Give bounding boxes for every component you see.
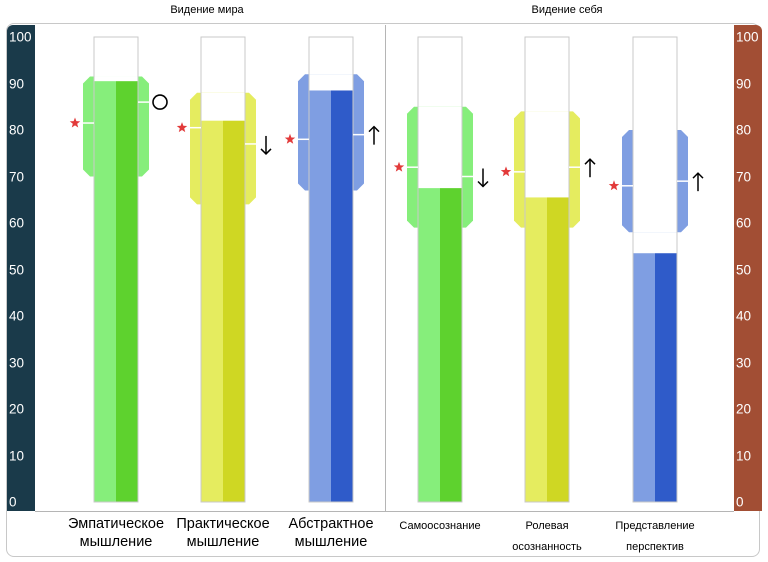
- y-tick-right-30: 30: [736, 355, 752, 370]
- bar-fill-light: [201, 120, 223, 502]
- bar-fill-dark: [547, 197, 569, 503]
- bar-fill-dark: [116, 81, 138, 503]
- y-tick-right-20: 20: [736, 401, 752, 417]
- y-axis-right: 0 10 20 30 40 50 60 70 80 90 100: [734, 25, 762, 511]
- bar-outline: [93, 36, 139, 503]
- y-tick-left-100: 100: [9, 29, 32, 45]
- bar-fill-light: [418, 188, 440, 502]
- score-star: [69, 117, 81, 128]
- y-axis-left: 0 10 20 30 40 50 60 70 80 90 100: [7, 25, 35, 511]
- y-tick-right-60: 60: [736, 215, 752, 231]
- bar-fill-light: [309, 90, 331, 502]
- category-label-practical: Практическое мышление: [176, 515, 269, 551]
- category-label-line: Эмпатическое: [67, 516, 165, 532]
- y-tick-left-70: 70: [9, 169, 25, 184]
- category-label-self-awareness: Самоосознание: [399, 516, 480, 537]
- bar-fill-light: [525, 197, 547, 503]
- score-star: [500, 166, 512, 177]
- trend-up-arrowhead: [584, 158, 596, 165]
- category-label-abstract: Абстрактное мышление: [288, 515, 373, 551]
- category-label-line: перспектив: [626, 541, 684, 553]
- trend-down-arrowhead: [260, 148, 272, 156]
- score-star: [608, 180, 620, 191]
- y-tick-left-40: 40: [9, 308, 25, 324]
- bar-fill-light: [633, 253, 655, 502]
- y-tick-left-90: 90: [9, 76, 25, 91]
- bar-outline: [524, 36, 570, 503]
- bar-fill-light: [94, 81, 116, 503]
- y-tick-right-100: 100: [736, 29, 759, 45]
- score-star: [393, 161, 405, 172]
- score-star: [284, 133, 296, 144]
- y-tick-left-80: 80: [9, 122, 25, 138]
- category-label-line: Ролевая: [525, 520, 569, 532]
- trend-circle-icon: [152, 94, 168, 110]
- score-star: [176, 122, 188, 133]
- bar-outline: [308, 36, 354, 503]
- bar-outline: [200, 36, 246, 503]
- category-label-line: Практическое: [176, 516, 270, 532]
- bar-outline: [417, 36, 463, 503]
- y-tick-right-0: 0: [736, 494, 744, 510]
- y-tick-right-70: 70: [736, 169, 752, 184]
- y-tick-right-80: 80: [736, 122, 752, 138]
- group-title-world: Видение мира: [170, 4, 244, 16]
- category-label-line: Представление: [615, 520, 695, 532]
- y-tick-left-30: 30: [9, 355, 25, 370]
- y-tick-right-10: 10: [736, 448, 752, 463]
- category-label-line: Абстрактное: [288, 516, 374, 532]
- category-label-role-awareness: Ролевая осознанность: [512, 516, 582, 558]
- bar-fill-dark: [223, 120, 245, 502]
- bar-outline: [632, 36, 678, 503]
- category-label-line: Самоосознание: [399, 520, 481, 532]
- category-label-empathic: Эмпатическое мышление: [68, 515, 164, 551]
- y-tick-left-50: 50: [9, 262, 25, 277]
- y-tick-left-10: 10: [9, 448, 25, 463]
- category-label-line: мышление: [294, 534, 368, 550]
- y-tick-left-60: 60: [9, 215, 25, 231]
- bar-fill-dark: [331, 90, 353, 502]
- y-tick-right-90: 90: [736, 76, 752, 91]
- y-tick-left-20: 20: [9, 401, 25, 417]
- trend-down-arrowhead: [477, 180, 489, 188]
- x-axis-line: [35, 511, 734, 512]
- category-label-line: осознанность: [512, 541, 582, 553]
- bar-fill-dark: [440, 188, 462, 502]
- y-tick-left-0: 0: [9, 494, 17, 510]
- group-divider: [385, 25, 386, 511]
- category-label-line: мышление: [186, 534, 260, 550]
- group-title-self: Видение себя: [531, 4, 603, 16]
- bar-fill-dark: [655, 253, 677, 502]
- trend-up-arrowhead: [692, 172, 704, 179]
- trend-up-arrowhead: [368, 125, 380, 133]
- category-label-line: мышление: [79, 534, 153, 550]
- band-gap: [633, 130, 677, 233]
- y-tick-right-40: 40: [736, 308, 752, 324]
- category-label-perspectives: Представление перспектив: [615, 516, 694, 558]
- y-tick-right-50: 50: [736, 262, 752, 277]
